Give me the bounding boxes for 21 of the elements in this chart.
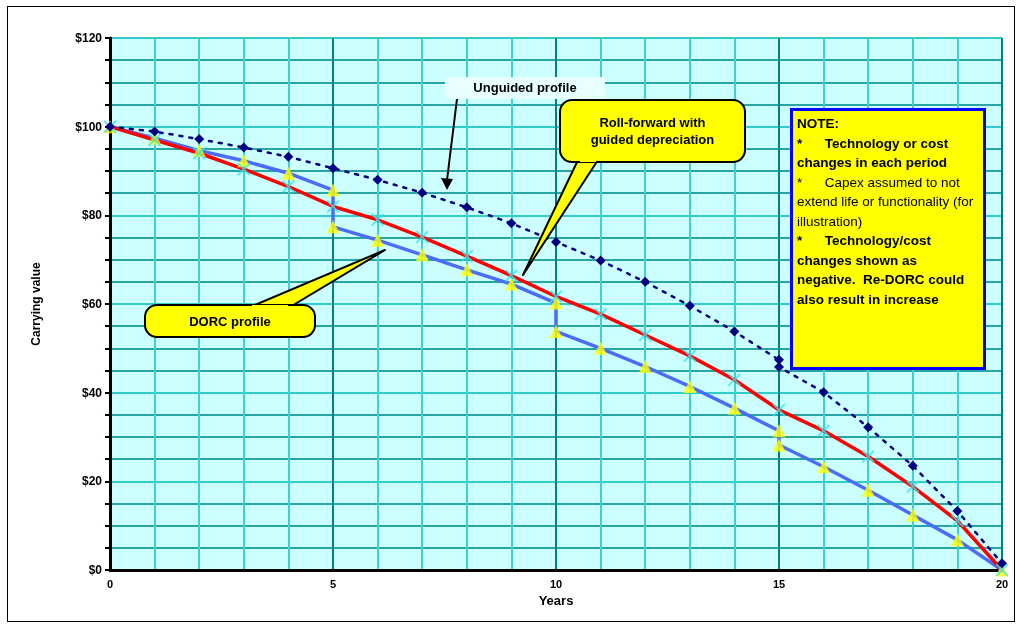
annotation: Roll-forward with guided depreciation xyxy=(589,114,716,149)
y-tick-label: $80 xyxy=(81,208,103,223)
y-tick-label: $100 xyxy=(75,119,103,134)
x-tick-label: 5 xyxy=(329,577,337,590)
y-tick-label: $0 xyxy=(88,563,103,577)
x-tick-label: 10 xyxy=(549,577,563,590)
annotation: NOTE: xyxy=(797,115,840,133)
y-axis-title: Carrying value xyxy=(29,261,43,346)
x-tick-label: 20 xyxy=(995,577,1009,590)
x-tick-label: 15 xyxy=(772,577,786,590)
annotation: Unguided profile xyxy=(472,80,578,95)
annotation: * Technology/cost changes shown as negative. Re-DORC could also result in increase xyxy=(797,232,966,309)
y-tick-label: $60 xyxy=(81,297,103,311)
y-tick-label: $120 xyxy=(75,31,103,45)
y-tick-label: $20 xyxy=(81,474,103,489)
y-tick-label: $40 xyxy=(81,385,103,400)
x-tick-label: 0 xyxy=(106,577,114,590)
x-axis-title: Years xyxy=(538,593,574,608)
annotation: * Capex assumed to not extend life or functionality (for illustration) xyxy=(797,173,975,231)
annotation: DORC profile xyxy=(188,312,272,331)
annotation: * Technology or cost changes in each period xyxy=(797,134,950,172)
